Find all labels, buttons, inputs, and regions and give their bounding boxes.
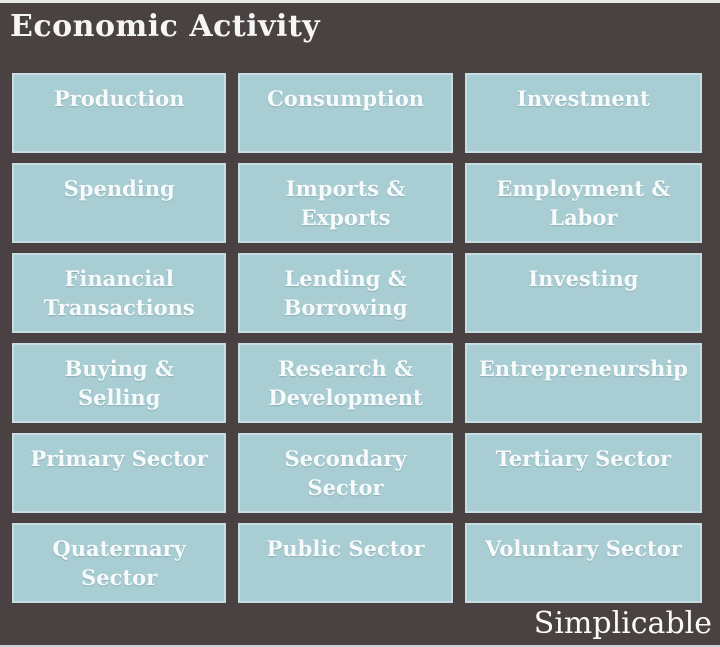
grid-cell: Production [12,73,227,153]
page-title: Economic Activity [10,9,321,44]
grid-cell: Entrepreneurship [464,343,702,423]
grid-cell: Primary Sector [12,433,227,513]
grid-cell: Employment & Labor [464,163,702,243]
grid-cell: Spending [12,163,227,243]
grid-cell: Consumption [238,73,453,153]
grid-cell: Financial Transactions [12,253,227,333]
grid-cell: Buying & Selling [12,343,227,423]
concept-grid: Production Consumption Investment Spending I… [12,73,702,603]
grid-cell: Investment [464,73,702,153]
grid-cell: Tertiary Sector [464,433,702,513]
grid-cell: Investing [464,253,702,333]
grid-cell: Imports & Exports [238,163,453,243]
brand-mark: Simplicable [533,606,712,641]
grid-cell: Public Sector [238,523,453,603]
grid-cell: Research & Development [238,343,453,423]
grid-cell: Voluntary Sector [464,523,702,603]
grid-cell: Quaternary Sector [12,523,227,603]
grid-cell: Secondary Sector [238,433,453,513]
grid-cell: Lending & Borrowing [238,253,453,333]
